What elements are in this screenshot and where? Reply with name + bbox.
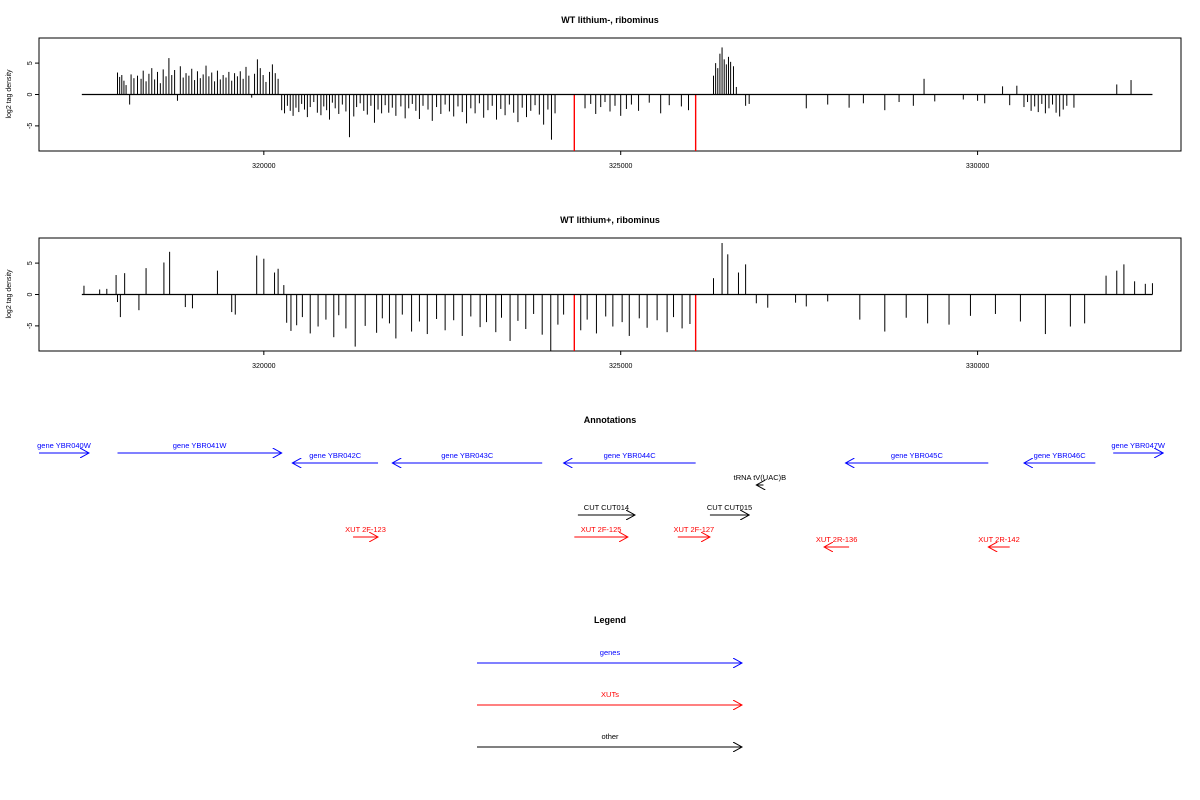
x-tick-label: 320000 — [252, 363, 275, 370]
annotation-label: gene YBR041W — [173, 441, 228, 450]
panel-lithium-plus: WT lithium+, ribominus log2 tag density … — [6, 215, 1182, 370]
legend-title: Legend — [594, 615, 626, 625]
y-tick-label: 5 — [27, 61, 34, 65]
x-tick-label: 325000 — [609, 163, 632, 170]
annotation-label: gene YBR044C — [604, 451, 657, 460]
annotation-label: CUT CUT015 — [707, 503, 752, 512]
annotation-label: gene YBR046C — [1034, 451, 1087, 460]
legend-label: genes — [600, 648, 621, 657]
annotation-label: CUT CUT014 — [584, 503, 629, 512]
annotation-label: XUT 2F-123 — [345, 525, 386, 534]
annotation-label: XUT 2F-127 — [674, 525, 715, 534]
annotation-label: tRNA tV(UAC)B — [734, 473, 787, 482]
legend-items: genes XUTs other — [477, 648, 742, 747]
x-tick-label: 330000 — [966, 163, 989, 170]
y-tick-label: 0 — [27, 92, 34, 96]
x-ticks: 320000 325000 330000 — [252, 151, 989, 170]
annotation-label: gene YBR045C — [891, 451, 944, 460]
chart-title: WT lithium+, ribominus — [560, 215, 660, 225]
bar-series — [83, 243, 1153, 351]
y-tick-label: -5 — [27, 323, 34, 329]
annotation-label: gene YBR040W — [37, 441, 92, 450]
x-tick-label: 325000 — [609, 363, 632, 370]
legend-label: other — [601, 732, 619, 741]
y-axis-label: log2 tag density — [6, 69, 13, 119]
legend-label: XUTs — [601, 690, 619, 699]
panel-lithium-minus: WT lithium-, ribominus log2 tag density … — [6, 15, 1182, 170]
bar-series — [117, 47, 1132, 151]
y-ticks: -5 0 5 — [27, 61, 39, 129]
x-ticks: 320000 325000 330000 — [252, 351, 989, 370]
x-tick-label: 330000 — [966, 363, 989, 370]
legend: Legend genes XUTs other — [477, 615, 742, 747]
y-ticks: -5 0 5 — [27, 261, 39, 329]
annotation-label: XUT 2R-136 — [816, 535, 858, 544]
annotation-features: gene YBR040W gene YBR041W gene YBR042C gene… — [37, 441, 1166, 547]
y-axis-label: log2 tag density — [6, 269, 13, 319]
annotation-label: gene YBR047W — [1111, 441, 1166, 450]
annotation-label: gene YBR042C — [309, 451, 362, 460]
y-tick-label: 5 — [27, 261, 34, 265]
annotation-label: gene YBR043C — [441, 451, 494, 460]
annotations-title: Annotations — [584, 415, 637, 425]
y-tick-label: -5 — [27, 123, 34, 129]
annotation-label: XUT 2R-142 — [978, 535, 1020, 544]
y-tick-label: 0 — [27, 292, 34, 296]
chart-title: WT lithium-, ribominus — [561, 15, 659, 25]
annotations-track: Annotations gene YBR040W gene YBR041Wgene… — [37, 415, 1166, 547]
x-tick-label: 320000 — [252, 163, 275, 170]
annotation-label: XUT 2F-125 — [581, 525, 622, 534]
